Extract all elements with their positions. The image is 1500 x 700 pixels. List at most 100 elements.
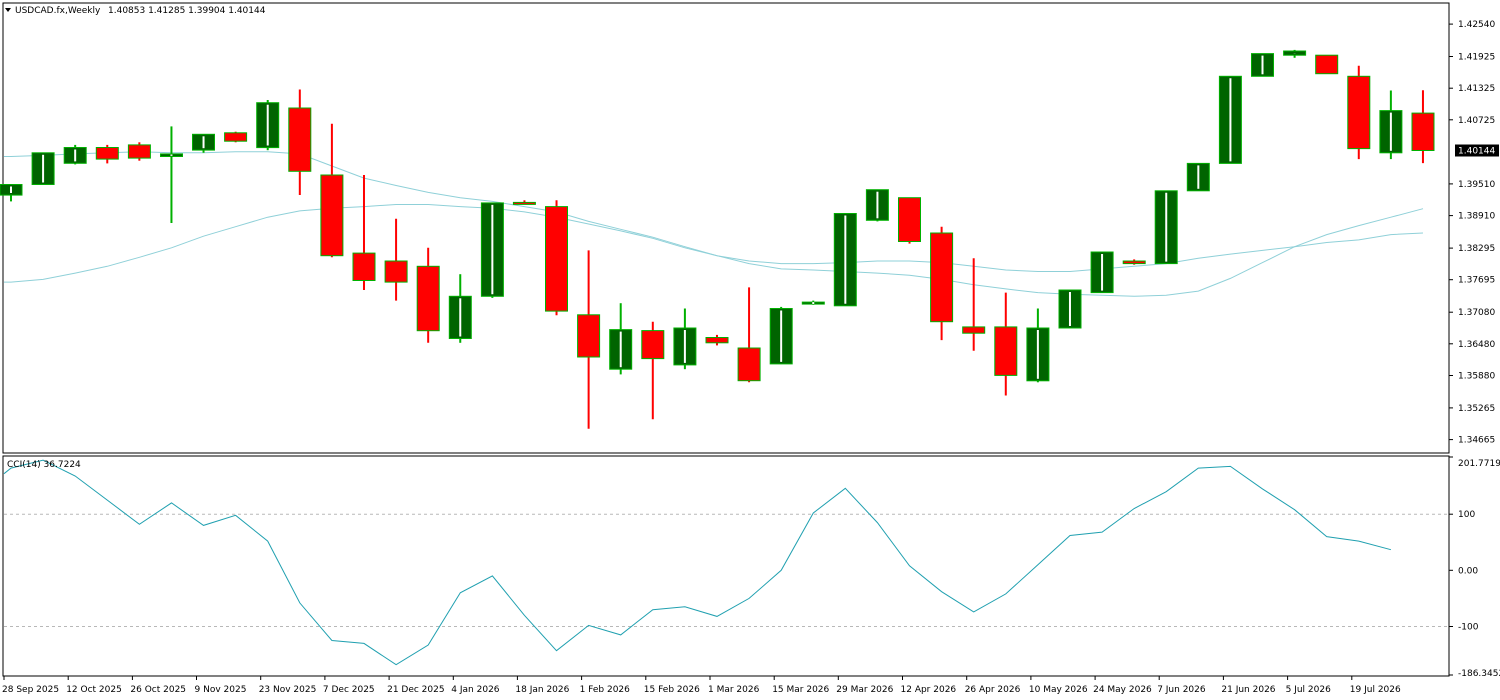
candle-body xyxy=(95,147,119,160)
candle-body xyxy=(641,330,665,360)
candle[interactable] xyxy=(994,292,1018,396)
candle[interactable] xyxy=(801,300,825,305)
time-tick-label: 21 Jun 2026 xyxy=(1221,685,1275,695)
time-tick-label: 19 Jul 2026 xyxy=(1350,685,1401,695)
candle-body xyxy=(898,197,921,242)
candle[interactable] xyxy=(737,287,761,383)
candle[interactable] xyxy=(224,131,248,143)
candle[interactable] xyxy=(833,213,857,307)
cci-panel[interactable]: CCI(14) 36.7224 xyxy=(2,455,1450,677)
time-tick-label: 21 Dec 2025 xyxy=(387,685,445,695)
candle[interactable] xyxy=(673,308,697,370)
candle[interactable] xyxy=(256,100,280,151)
candle[interactable] xyxy=(1379,90,1403,160)
candle[interactable] xyxy=(0,184,23,202)
candle[interactable] xyxy=(865,189,889,222)
candle[interactable] xyxy=(1186,162,1210,192)
time-tick-label: 12 Apr 2026 xyxy=(901,685,957,695)
price-tick-label: 1.35265 xyxy=(1458,404,1495,414)
time-tick-label: 26 Oct 2025 xyxy=(130,685,186,695)
candle-body xyxy=(705,337,729,344)
candle[interactable] xyxy=(898,197,921,244)
candle[interactable] xyxy=(1026,308,1050,383)
price-tick-label: 1.37695 xyxy=(1458,276,1495,286)
ma-fast-line xyxy=(4,151,1424,297)
candle[interactable] xyxy=(384,218,408,301)
time-tick-label: 18 Jan 2026 xyxy=(515,685,569,695)
candle[interactable] xyxy=(192,133,215,153)
candle[interactable] xyxy=(1315,54,1339,75)
price-tick-label: 1.41925 xyxy=(1458,53,1495,63)
candle[interactable] xyxy=(320,123,344,258)
candle[interactable] xyxy=(127,142,151,161)
candle-body xyxy=(352,252,376,282)
price-panel-frame xyxy=(2,2,1450,454)
time-tick-label: 7 Dec 2025 xyxy=(323,685,375,695)
candle[interactable] xyxy=(352,175,376,290)
candle-body xyxy=(930,232,954,323)
chart-header-ohlc: 1.40853 1.41285 1.39904 1.40144 xyxy=(108,6,266,16)
candle[interactable] xyxy=(609,303,633,375)
candle[interactable] xyxy=(416,247,440,343)
time-tick-label: 15 Mar 2026 xyxy=(772,685,829,695)
candle-body xyxy=(737,347,761,382)
candle[interactable] xyxy=(1058,289,1082,329)
time-tick-label: 28 Sep 2025 xyxy=(2,685,59,695)
candle[interactable] xyxy=(1154,190,1178,265)
candle[interactable] xyxy=(31,152,55,186)
candle[interactable] xyxy=(480,202,504,298)
candle[interactable] xyxy=(1090,251,1114,294)
candle-body xyxy=(512,201,536,205)
candle[interactable] xyxy=(288,89,312,196)
candle-body xyxy=(127,144,151,159)
candle-body xyxy=(288,107,312,172)
time-tick-label: 7 Jun 2026 xyxy=(1157,685,1206,695)
candle[interactable] xyxy=(962,258,986,351)
candles xyxy=(0,49,1435,429)
candle[interactable] xyxy=(160,126,183,223)
candle[interactable] xyxy=(512,200,536,205)
time-tick-label: 1 Mar 2026 xyxy=(708,685,760,695)
chart-header-symbol: USDCAD.fx,Weekly xyxy=(15,6,101,16)
time-tick-label: 23 Nov 2025 xyxy=(259,685,317,695)
candle[interactable] xyxy=(769,306,793,365)
candle[interactable] xyxy=(577,250,601,429)
candle[interactable] xyxy=(545,200,568,316)
cci-tick-label: -186.3452 xyxy=(1458,669,1500,679)
candle-body xyxy=(224,132,248,142)
candle-body xyxy=(545,206,568,312)
candle[interactable] xyxy=(1122,259,1146,265)
candle[interactable] xyxy=(705,334,729,346)
ma-slow-line xyxy=(4,204,1424,283)
candle[interactable] xyxy=(1218,75,1242,164)
candle[interactable] xyxy=(930,226,954,341)
time-tick-label: 15 Feb 2026 xyxy=(644,685,700,695)
candle[interactable] xyxy=(1251,53,1274,77)
candle-body xyxy=(994,326,1018,376)
candle[interactable] xyxy=(95,144,119,164)
price-tick-label: 1.39510 xyxy=(1458,180,1495,190)
time-tick-label: 12 Oct 2025 xyxy=(66,685,122,695)
time-tick-label: 4 Jan 2026 xyxy=(451,685,499,695)
candle-body xyxy=(1411,112,1435,151)
time-tick-label: 5 Jul 2026 xyxy=(1286,685,1331,695)
cci-tick-label: 201.7719 xyxy=(1458,459,1500,469)
cci-axis: 201.7719 100 0.00 -100 -186.3452 xyxy=(1449,456,1500,679)
current-price-label: 1.40144 xyxy=(1458,147,1495,157)
candle[interactable] xyxy=(63,144,87,165)
candle[interactable] xyxy=(1411,90,1435,164)
cci-tick-label: 100 xyxy=(1458,510,1475,520)
price-tick-label: 1.38910 xyxy=(1458,212,1495,222)
price-panel[interactable]: USDCAD.fx,Weekly 1.40853 1.41285 1.39904… xyxy=(0,2,1450,454)
candle[interactable] xyxy=(1347,65,1371,160)
triangle-down-icon[interactable] xyxy=(5,8,11,12)
candle[interactable] xyxy=(641,321,665,420)
cci-header: CCI(14) 36.7224 xyxy=(7,460,81,470)
price-tick-label: 1.40725 xyxy=(1458,116,1495,126)
price-axis: 1.42540 1.41925 1.41325 1.40725 1.40144 1.395… xyxy=(1449,20,1499,446)
candle-body xyxy=(1347,75,1371,150)
candle[interactable] xyxy=(448,274,472,343)
candle-body xyxy=(1122,260,1146,265)
candle[interactable] xyxy=(1283,49,1307,58)
